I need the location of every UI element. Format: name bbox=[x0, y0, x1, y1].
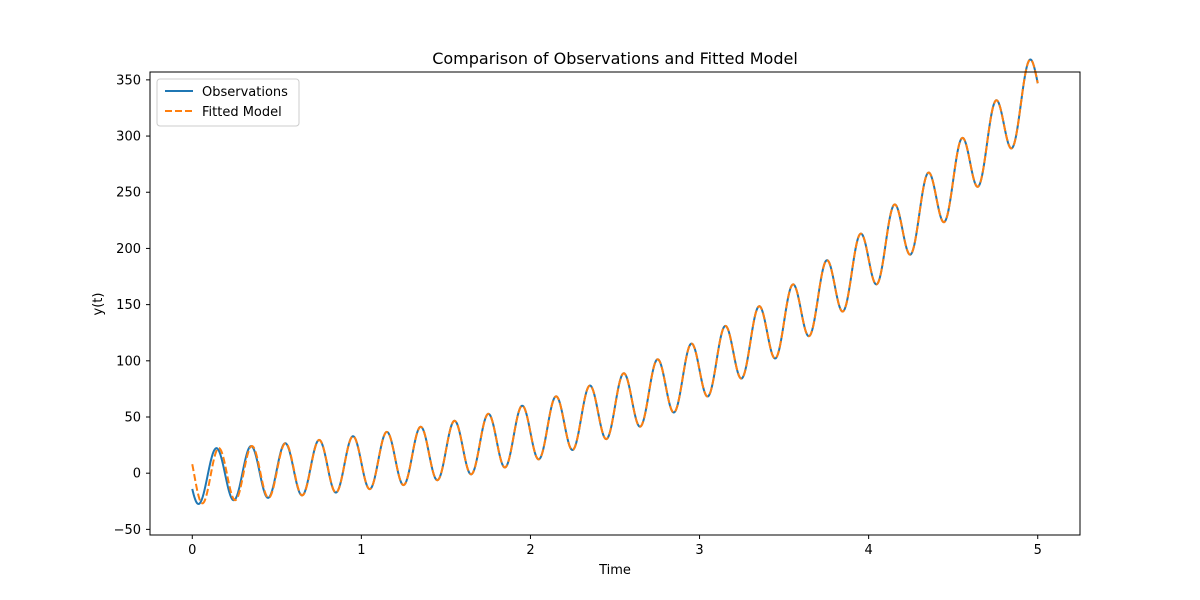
y-tick-label: 0 bbox=[133, 467, 141, 482]
y-tick-label: 300 bbox=[116, 130, 141, 145]
x-tick-label: 4 bbox=[864, 543, 872, 558]
series-layer bbox=[191, 58, 1039, 506]
x-tick-label: 2 bbox=[526, 543, 534, 558]
series-line-fitted-model bbox=[191, 58, 1039, 505]
y-tick-label: 150 bbox=[116, 298, 141, 313]
series-line-observations bbox=[191, 58, 1039, 506]
x-axis-label: Time bbox=[598, 563, 631, 578]
y-tick-label: −50 bbox=[114, 523, 141, 538]
legend-label-fitted-model: Fitted Model bbox=[202, 105, 282, 120]
x-tick-label: 3 bbox=[695, 543, 703, 558]
legend-label-observations: Observations bbox=[202, 85, 288, 100]
y-tick-label: 100 bbox=[116, 354, 141, 369]
x-axis: 0 1 2 3 4 5 bbox=[188, 535, 1042, 558]
y-axis-label: y(t) bbox=[91, 293, 106, 316]
x-tick-label: 5 bbox=[1034, 543, 1042, 558]
plot-frame bbox=[149, 71, 1081, 536]
y-tick-label: 200 bbox=[116, 242, 141, 257]
x-tick-label: 1 bbox=[357, 543, 365, 558]
y-tick-label: 50 bbox=[124, 411, 141, 426]
chart-title: Comparison of Observations and Fitted Mo… bbox=[432, 49, 798, 68]
legend: Observations Fitted Model bbox=[156, 78, 300, 127]
y-tick-label: 350 bbox=[116, 73, 141, 88]
y-axis: −50 0 50 100 150 200 250 300 350 bbox=[114, 73, 150, 538]
x-tick-label: 0 bbox=[188, 543, 196, 558]
y-tick-label: 250 bbox=[116, 186, 141, 201]
